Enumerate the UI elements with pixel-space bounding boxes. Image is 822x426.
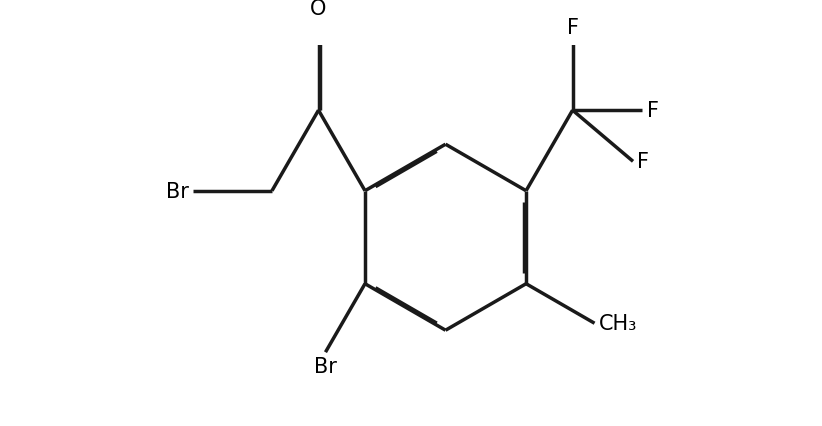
Text: Br: Br	[314, 356, 337, 376]
Text: F: F	[566, 18, 579, 38]
Text: CH₃: CH₃	[599, 314, 637, 334]
Text: F: F	[647, 101, 658, 121]
Text: Br: Br	[166, 181, 188, 201]
Text: F: F	[638, 152, 649, 172]
Text: O: O	[311, 0, 326, 19]
